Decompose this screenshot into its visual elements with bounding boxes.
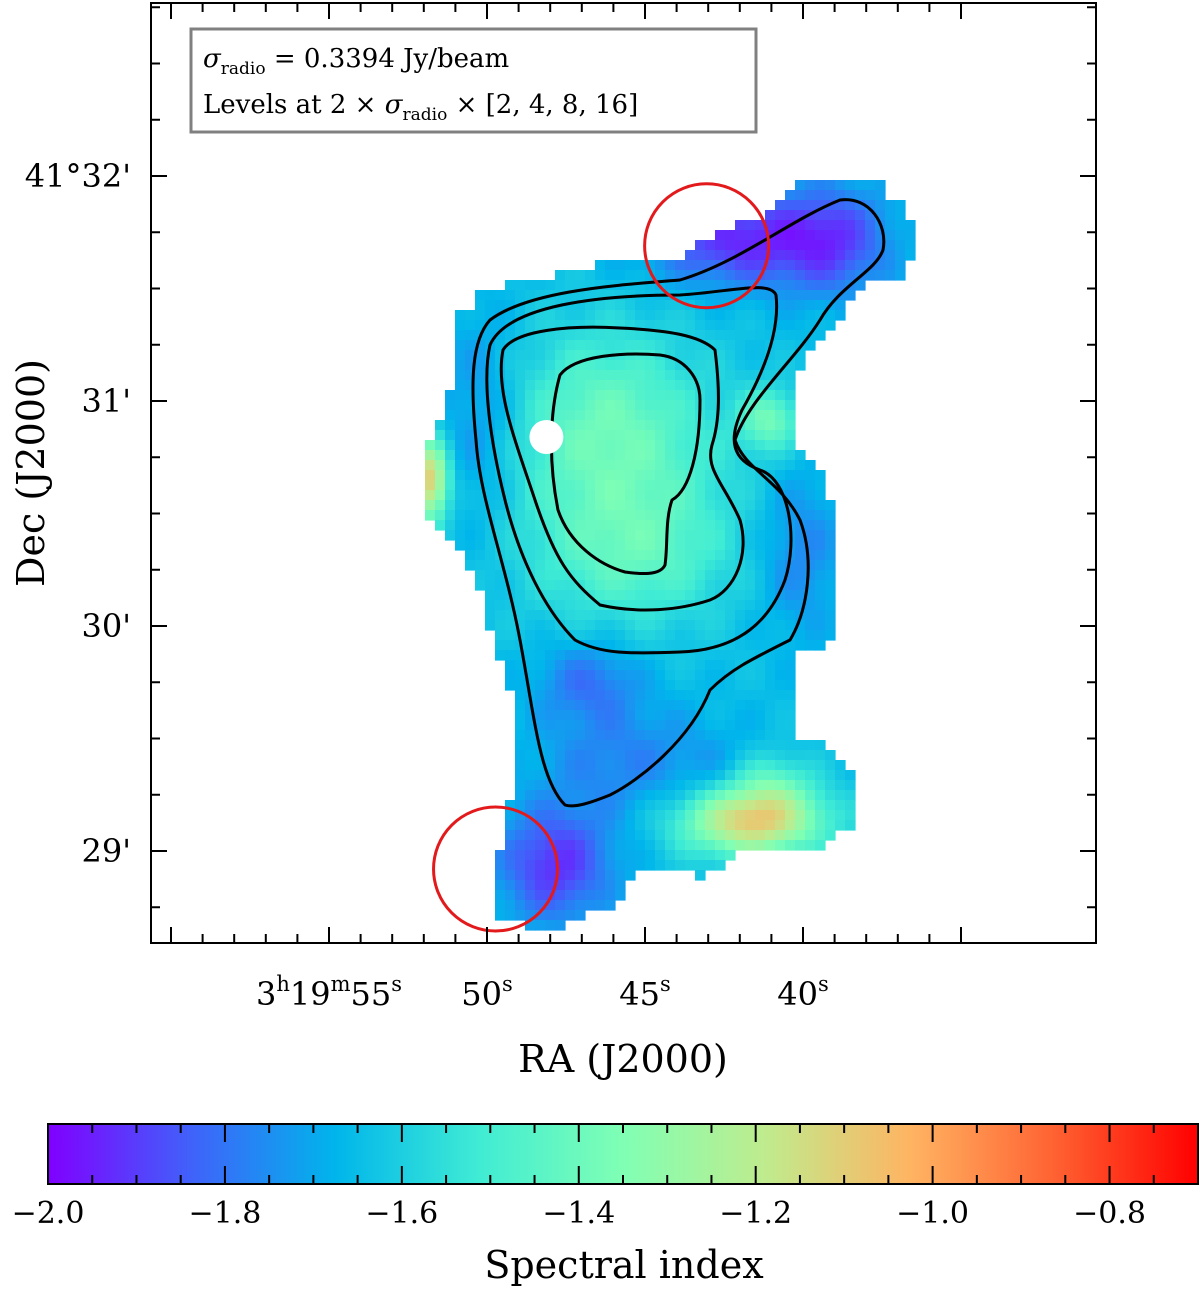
contour-level-2 [485, 286, 793, 655]
colorbar-tick-label-3: −1.4 [542, 1196, 615, 1231]
contour-level-1 [471, 198, 886, 808]
x-tick-label-0: 3h19m55s [256, 972, 402, 1013]
x-tick-label-2: 45s [619, 972, 671, 1013]
y-axis-title: Dec (J2000) [9, 359, 53, 587]
x-tick-label-1: 50s [461, 972, 513, 1013]
y-tick-label-1: 31' [81, 382, 131, 420]
colorbar-tick-label-5: −1.0 [896, 1196, 969, 1231]
colorbar-tick-label-1: −1.8 [188, 1196, 261, 1231]
legend-line-1: σradio = 0.3394 Jy/beam [203, 44, 509, 79]
region-circle-2 [432, 805, 560, 933]
colorbar-ticks [47, 1124, 1199, 1184]
radio-contours [471, 198, 886, 808]
y-tick-label-0: 41°32' [25, 157, 131, 195]
x-axis-title: RA (J2000) [518, 1037, 728, 1081]
colorbar-tick-label-0: −2.0 [12, 1196, 85, 1231]
colorbar-tick-label-4: −1.2 [719, 1196, 792, 1231]
x-tick-labels: 3h19m55s 50s 45s 40s [256, 972, 829, 1013]
y-tick-labels: 41°32' 31' 30' 29' [25, 157, 131, 870]
colorbar-title: Spectral index [484, 1243, 763, 1287]
contour-level-4 [549, 352, 702, 576]
axis-ticks [151, 3, 1096, 943]
source-position-marker [529, 420, 564, 454]
plot-frame [150, 2, 1097, 944]
legend-box: σradio = 0.3394 Jy/beam Levels at 2 × σr… [189, 27, 758, 134]
region-circle-1 [643, 182, 771, 310]
colorbar-tick-label-6: −0.8 [1073, 1196, 1146, 1231]
y-tick-label-2: 30' [81, 607, 131, 645]
y-tick-label-3: 29' [81, 832, 131, 870]
contour-level-3 [499, 325, 745, 612]
colorbar [47, 1123, 1199, 1185]
legend-line-2: Levels at 2 × σradio × [2, 4, 8, 16] [203, 90, 638, 125]
regions-layer [432, 182, 771, 933]
colorbar-tick-labels: −2.0 −1.8 −1.6 −1.4 −1.2 −1.0 −0.8 [12, 1196, 1146, 1231]
x-tick-label-3: 40s [777, 972, 829, 1013]
colorbar-tick-label-2: −1.6 [365, 1196, 438, 1231]
